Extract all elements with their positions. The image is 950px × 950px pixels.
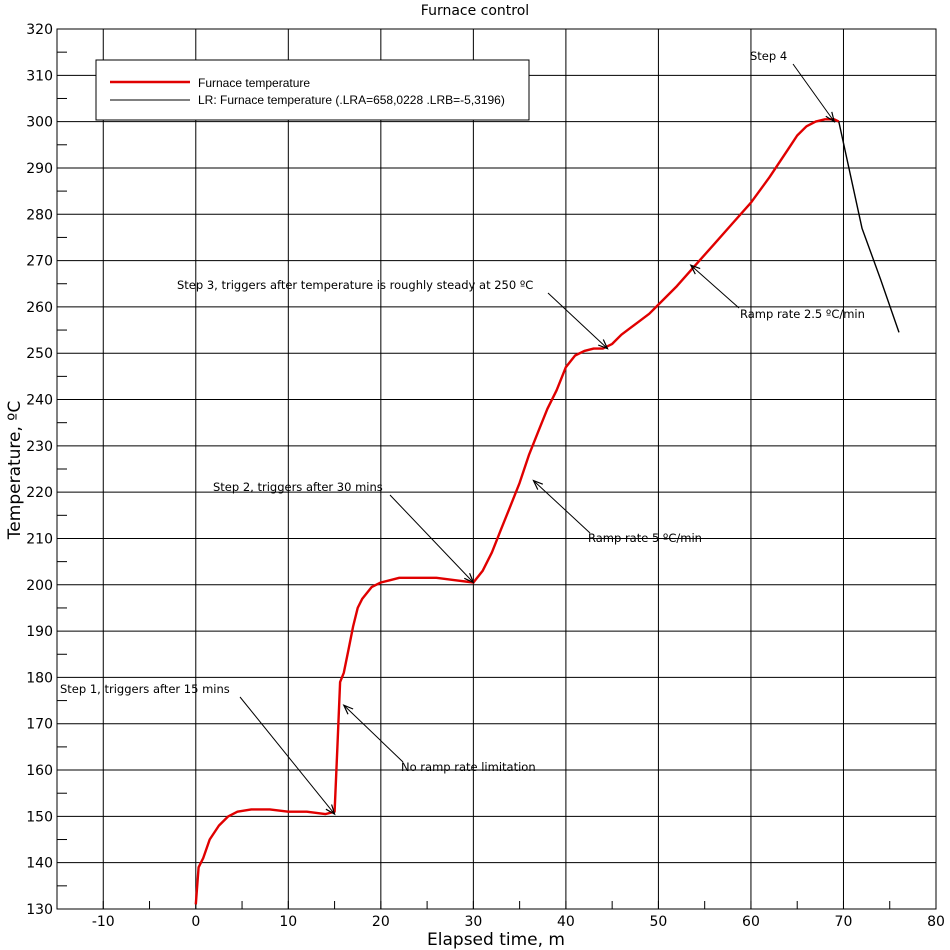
x-tick-label: 20: [372, 914, 390, 930]
annotation-step1: Step 1, triggers after 15 mins: [60, 682, 230, 696]
legend-label-lr: LR: Furnace temperature (.LRA=658,0228 .…: [198, 93, 505, 107]
y-tick-label: 180: [26, 670, 53, 686]
legend: Furnace temperature LR: Furnace temperat…: [95, 59, 530, 121]
y-tick-label: 240: [26, 393, 53, 409]
y-tick-labels: 130 140 150 160 170 180 190 200 210 220 230 240 250 2…: [26, 22, 53, 918]
legend-label-furnace: Furnace temperature: [198, 76, 310, 90]
x-tick-label: 80: [927, 914, 945, 930]
y-tick-label: 230: [26, 439, 53, 455]
series-line-furnace: [194, 118, 840, 905]
annotation-arrow-line: [690, 264, 740, 309]
y-tick-label: 320: [26, 22, 53, 38]
plot-frame: [56, 28, 937, 910]
y-tick-label: 160: [26, 763, 53, 779]
annotation-no-ramp: No ramp rate limitation: [401, 760, 536, 774]
annotation-arrows: [239, 63, 836, 816]
annotation-arrow-head: [689, 264, 701, 275]
y-tick-label: 170: [26, 717, 53, 733]
annotation-arrow-head: [342, 704, 354, 715]
y-tick-label: 270: [26, 254, 53, 270]
y-tick-label: 130: [26, 902, 53, 918]
annotation-arrow-line: [547, 292, 608, 349]
y-tick-label: 250: [26, 346, 53, 362]
x-tick-labels: -10 0 10 20 30 40 50 60 70 80: [92, 914, 945, 930]
y-tick-label: 210: [26, 531, 53, 547]
grid: [56, 28, 937, 910]
annotation-step3: Step 3, triggers after temperature is ro…: [177, 278, 533, 292]
annotation-arrow-line: [792, 63, 835, 122]
annotation-arrow-head: [532, 479, 544, 490]
annotation-ramp5: Ramp rate 5 ºC/min: [588, 531, 702, 545]
annotation-arrow-head: [325, 804, 336, 816]
annotation-arrow-line: [389, 494, 474, 583]
x-axis-label: Elapsed time, m: [427, 930, 565, 950]
x-tick-label: 40: [557, 914, 575, 930]
y-tick-label: 280: [26, 207, 53, 223]
annotation-step2: Step 2, triggers after 30 mins: [213, 480, 383, 494]
annotation-arrow-line: [533, 480, 591, 534]
annotations: Step 1, triggers after 15 mins No ramp r…: [60, 49, 865, 816]
y-axis-label: Temperature, ºC: [5, 401, 25, 540]
x-tick-label: 10: [279, 914, 297, 930]
y-tick-label: 150: [26, 809, 53, 825]
series-line-lr: [838, 121, 900, 333]
y-tick-label: 300: [26, 115, 53, 131]
annotation-arrow-line: [239, 696, 335, 815]
x-tick-label: -10: [92, 914, 115, 930]
annotation-arrow-head: [825, 111, 836, 123]
annotation-arrow-head: [597, 339, 609, 350]
legend-box: [95, 59, 530, 121]
x-tick-label: 60: [742, 914, 760, 930]
series-lines: [194, 118, 900, 905]
y-tick-label: 310: [26, 68, 53, 84]
chart-title: Furnace control: [421, 3, 529, 19]
x-tick-label: 50: [650, 914, 668, 930]
x-tick-label: 30: [464, 914, 482, 930]
y-tick-label: 220: [26, 485, 53, 501]
y-tick-label: 200: [26, 578, 53, 594]
annotation-arrow-line: [343, 704, 404, 763]
y-tick-label: 290: [26, 161, 53, 177]
x-tick-label: 70: [835, 914, 853, 930]
annotation-arrow-head: [464, 572, 475, 584]
y-tick-label: 190: [26, 624, 53, 640]
annotation-step4: Step 4: [750, 49, 787, 63]
x-tick-label: 0: [191, 914, 200, 930]
y-tick-label: 140: [26, 856, 53, 872]
annotation-ramp25: Ramp rate 2.5 ºC/min: [740, 307, 865, 321]
y-tick-label: 260: [26, 300, 53, 316]
